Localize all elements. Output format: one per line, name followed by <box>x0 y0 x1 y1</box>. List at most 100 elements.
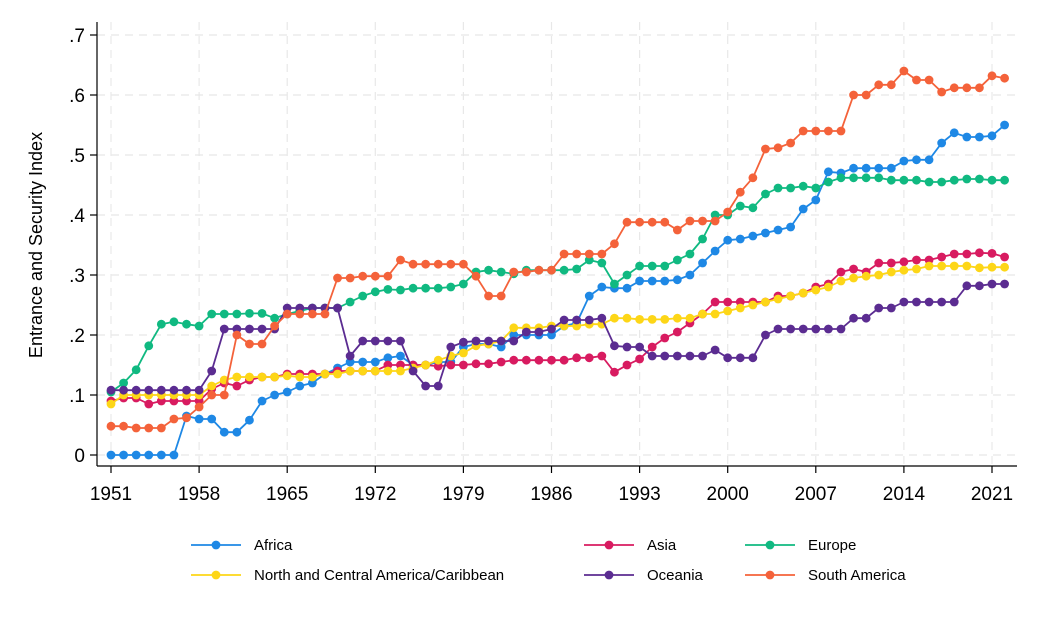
data-point <box>660 333 670 343</box>
data-point <box>748 203 758 213</box>
data-point <box>786 291 796 301</box>
data-point <box>509 323 519 333</box>
data-point <box>861 163 871 173</box>
data-point <box>622 270 632 280</box>
x-tick-label: 2021 <box>971 484 1013 505</box>
series-line-africa <box>111 124 1006 456</box>
data-point <box>131 423 141 433</box>
y-tick-label: .4 <box>69 206 85 227</box>
data-point <box>886 303 896 313</box>
data-point <box>836 173 846 183</box>
data-point <box>924 261 934 271</box>
data-point <box>899 257 909 267</box>
data-point <box>823 177 833 187</box>
data-point <box>169 385 179 395</box>
data-point <box>710 246 720 256</box>
data-point <box>672 225 682 235</box>
axes <box>96 22 1017 467</box>
data-point <box>207 366 217 376</box>
data-point <box>937 261 947 271</box>
data-point <box>635 217 644 227</box>
data-point <box>710 345 720 355</box>
data-point <box>786 138 796 148</box>
data-point <box>358 336 368 346</box>
data-point <box>647 351 657 361</box>
data-point <box>761 330 770 340</box>
data-point <box>748 173 758 183</box>
data-point <box>182 413 191 423</box>
data-point <box>874 270 884 280</box>
data-point <box>748 231 758 241</box>
data-point <box>949 297 959 307</box>
data-point <box>584 315 594 325</box>
data-point <box>761 189 770 199</box>
data-point <box>345 351 355 361</box>
data-point <box>610 313 619 323</box>
data-point <box>584 353 594 363</box>
data-point <box>786 222 796 232</box>
legend-swatch-marker <box>765 540 775 550</box>
data-point <box>861 173 871 183</box>
data-point <box>710 309 720 319</box>
data-point <box>408 259 418 269</box>
data-point <box>383 271 393 281</box>
data-point <box>106 450 116 460</box>
data-point <box>320 369 330 379</box>
data-point <box>307 372 317 382</box>
legend-swatch-marker <box>211 570 221 580</box>
data-point <box>962 249 972 259</box>
data-point <box>635 354 644 364</box>
data-point <box>383 336 393 346</box>
data-point <box>144 385 154 395</box>
data-point <box>194 402 204 412</box>
data-point <box>119 385 128 395</box>
data-point <box>698 309 707 319</box>
data-point <box>106 399 116 409</box>
ticks: 0 .1 .2 .3 .4 .5 .6 .7 1951 1958 1965 1972 1979 1986 1… <box>69 26 1013 505</box>
data-point <box>635 315 644 324</box>
data-point <box>962 261 972 271</box>
data-point <box>886 163 896 173</box>
data-point <box>370 357 380 367</box>
data-point <box>622 313 632 323</box>
data-point <box>886 267 896 277</box>
data-point <box>257 372 267 382</box>
data-point <box>924 297 934 307</box>
data-point <box>169 450 179 460</box>
data-point <box>622 217 632 227</box>
data-point <box>257 396 267 406</box>
data-point <box>647 261 657 271</box>
data-point <box>886 258 896 268</box>
data-point <box>433 283 443 293</box>
x-tick-label: 1951 <box>90 484 132 505</box>
data-point <box>672 275 682 285</box>
data-point <box>836 267 846 277</box>
data-point <box>421 381 431 391</box>
data-point <box>610 239 619 249</box>
data-point <box>912 175 921 185</box>
data-point <box>307 309 317 319</box>
data-point <box>710 297 720 307</box>
data-point <box>849 264 858 274</box>
data-point <box>559 265 569 275</box>
series <box>106 66 1009 460</box>
data-point <box>836 126 846 136</box>
data-point <box>647 315 657 324</box>
data-point <box>358 291 368 301</box>
data-point <box>874 80 884 90</box>
data-point <box>345 273 355 283</box>
data-point <box>131 385 141 395</box>
data-point <box>459 259 468 269</box>
data-point <box>660 315 670 324</box>
data-point <box>710 216 720 226</box>
data-point <box>672 351 682 361</box>
data-point <box>660 351 670 361</box>
data-point <box>396 336 405 346</box>
data-point <box>924 75 934 85</box>
data-point <box>559 315 569 325</box>
data-point <box>723 235 733 245</box>
data-point <box>685 351 695 361</box>
data-point <box>383 366 393 376</box>
legend-item-oceania: Oceania <box>584 567 704 584</box>
data-point <box>899 66 909 76</box>
